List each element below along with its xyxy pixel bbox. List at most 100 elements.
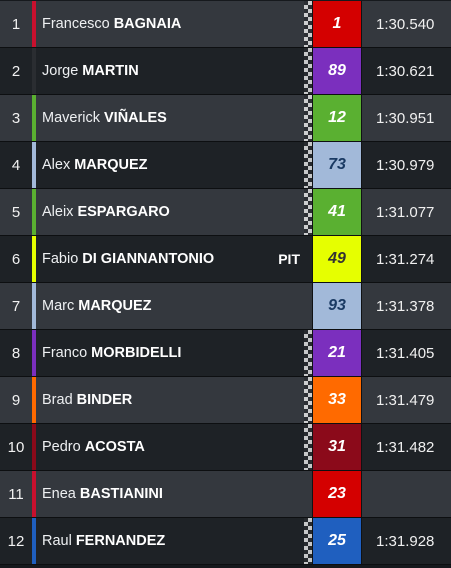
rider-number-badge: 89 [312,48,362,94]
lap-time [362,471,451,517]
rider-name: Franco MORBIDELLI [36,330,304,376]
rider-row-12[interactable]: 12 Raul FERNANDEZ 25 1:31.928 [0,518,451,564]
rider-row-10[interactable]: 10 Pedro ACOSTA 31 1:31.482 [0,424,451,470]
checkered-flag-icon [304,330,312,376]
rider-last-name: MARTIN [82,63,139,79]
rider-number-badge: 12 [312,95,362,141]
rider-last-name: MARQUEZ [74,157,148,173]
rider-number-badge: 73 [312,142,362,188]
team-color-bar [32,142,36,188]
rider-row-5[interactable]: 5 Aleix ESPARGARO 41 1:31.077 [0,189,451,235]
rider-name: Aleix ESPARGARO [36,189,304,235]
position-label: 1 [11,15,21,33]
rider-number-badge: 93 [312,283,362,329]
rider-row-4[interactable]: 4 Alex MARQUEZ 73 1:30.979 [0,142,451,188]
row-divider [0,188,451,189]
position-label: 2 [11,62,21,80]
rider-number-badge: 31 [312,424,362,470]
rider-first-name: Pedro [42,439,81,455]
rider-last-name: FERNANDEZ [75,533,166,549]
lap-time: 1:31.077 [376,203,435,221]
position-label: 11 [8,485,24,503]
position-label: 6 [11,250,21,268]
rider-name: Maverick VIÑALES [36,95,304,141]
pit-indicator: PIT [278,251,300,267]
rider-name: Marc MARQUEZ [36,283,304,329]
team-color-bar [32,377,36,423]
row-divider [0,564,451,565]
rider-row-8[interactable]: 8 Franco MORBIDELLI 21 1:31.405 [0,330,451,376]
checkered-flag-icon [304,283,312,329]
team-color-bar [32,424,36,470]
lap-time: 1:30.621 [376,62,435,80]
rider-row-3[interactable]: 3 Maverick VIÑALES 12 1:30.951 [0,95,451,141]
rider-last-name: MARQUEZ [78,298,152,314]
position-label: 10 [7,438,25,456]
rider-first-name: Maverick [42,110,101,126]
row-divider [0,470,451,471]
team-color-bar [32,48,36,94]
rider-number-badge: 1 [312,1,362,47]
rider-first-name: Brad [42,392,73,408]
row-divider [0,517,451,518]
team-color-bar [32,471,36,517]
team-color-bar [32,283,36,329]
lap-time: 1:31.274 [376,250,435,268]
lap-time: 1:31.482 [376,438,435,456]
rider-number-badge: 41 [312,189,362,235]
checkered-flag-icon [304,471,312,517]
lap-time: 1:30.540 [376,15,435,33]
rider-row-2[interactable]: 2 Jorge MARTIN 89 1:30.621 [0,48,451,94]
checkered-flag-icon [304,424,312,470]
rider-number-badge: 21 [312,330,362,376]
rider-row-6[interactable]: 6 Fabio DI GIANNANTONIO PIT 49 1:31.274 [0,236,451,282]
rider-row-7[interactable]: 7 Marc MARQUEZ 93 1:31.378 [0,283,451,329]
position-label: 12 [7,532,25,550]
position-label: 7 [11,297,21,315]
rider-name: Raul FERNANDEZ [36,518,304,564]
lap-time: 1:30.951 [376,109,435,127]
rider-first-name: Alex [42,157,71,173]
rider-first-name: Francesco [42,16,110,32]
lap-time: 1:31.928 [376,532,435,550]
rider-first-name: Jorge [42,63,79,79]
rider-name: Brad BINDER [36,377,304,423]
position-label: 4 [11,156,21,174]
row-divider [0,235,451,236]
rider-number-badge: 49 [312,236,362,282]
rider-last-name: BASTIANINI [79,486,163,502]
rider-first-name: Franco [42,345,88,361]
rider-number-badge: 33 [312,377,362,423]
position-label: 3 [11,109,21,127]
team-color-bar [32,1,36,47]
lap-time: 1:30.979 [376,156,435,174]
rider-last-name: ACOSTA [84,439,145,455]
rider-last-name: VIÑALES [104,110,167,126]
checkered-flag-icon [304,142,312,188]
rider-first-name: Fabio [42,251,79,267]
checkered-flag-icon [304,377,312,423]
rider-first-name: Marc [42,298,75,314]
checkered-flag-icon [304,1,312,47]
rider-name: Alex MARQUEZ [36,142,304,188]
row-divider [0,282,451,283]
rider-row-9[interactable]: 9 Brad BINDER 33 1:31.479 [0,377,451,423]
position-label: 9 [11,391,21,409]
row-divider [0,94,451,95]
rider-last-name: ESPARGARO [77,204,170,220]
rider-row-1[interactable]: 1 Francesco BAGNAIA 1 1:30.540 [0,1,451,47]
rider-name: Enea BASTIANINI [36,471,304,517]
rider-name: Fabio DI GIANNANTONIO PIT [36,236,304,282]
row-divider [0,329,451,330]
rider-first-name: Aleix [42,204,74,220]
rider-row-11[interactable]: 11 Enea BASTIANINI 23 [0,471,451,517]
team-color-bar [32,330,36,376]
row-divider [0,376,451,377]
lap-time: 1:31.479 [376,391,435,409]
position-label: 5 [11,203,21,221]
team-color-bar [32,236,36,282]
rider-last-name: BAGNAIA [113,16,182,32]
row-divider [0,47,451,48]
team-color-bar [32,189,36,235]
